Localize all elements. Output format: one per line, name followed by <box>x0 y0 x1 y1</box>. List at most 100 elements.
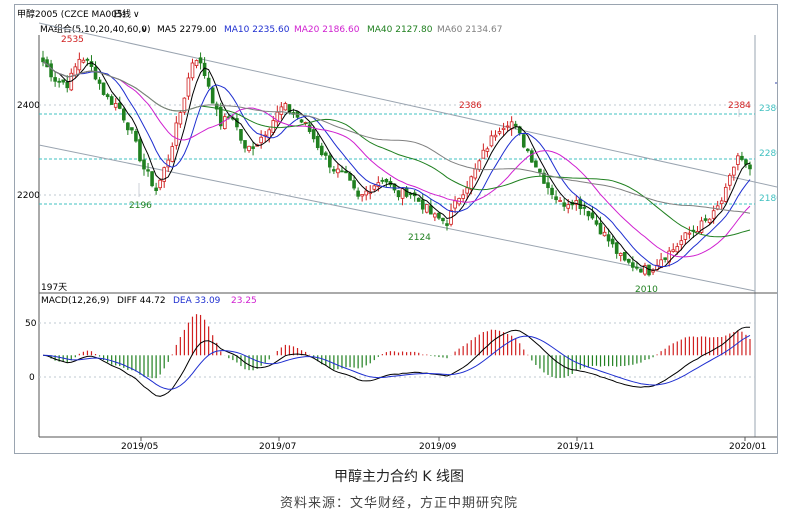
candle <box>117 96 122 110</box>
candle-body <box>85 58 90 61</box>
ma40-legend: MA40 2127.80 <box>367 25 433 35</box>
candle-body <box>210 87 215 104</box>
macd-tick-50: 50 <box>25 319 37 329</box>
candle <box>614 242 619 259</box>
candle-body <box>675 246 680 253</box>
candle <box>707 218 712 225</box>
candle <box>243 140 247 153</box>
candle <box>594 215 599 227</box>
candle-body <box>340 170 344 173</box>
period-label[interactable]: 日线 <box>113 8 131 20</box>
candle <box>424 204 429 214</box>
candle-body <box>57 80 61 83</box>
candle-body <box>639 268 643 273</box>
annotation-low-2196: 2196 <box>129 201 152 211</box>
candle-body <box>465 187 469 194</box>
candle-body <box>719 200 724 205</box>
candle-body <box>703 218 708 221</box>
candle <box>643 262 647 276</box>
candle <box>372 184 377 192</box>
candle <box>719 197 724 210</box>
candle <box>61 79 65 85</box>
candle <box>174 116 179 150</box>
candle <box>388 177 393 188</box>
candle <box>748 161 752 176</box>
candle <box>453 196 457 214</box>
candle <box>562 198 566 212</box>
candle-body <box>711 210 716 219</box>
macd-name-label[interactable]: MACD(12,26,9) <box>41 296 109 306</box>
candle <box>109 94 114 105</box>
date-label-2019-09: 2019/09 <box>419 442 457 452</box>
candle <box>683 232 688 245</box>
candle-body <box>109 96 114 105</box>
candle <box>437 212 441 220</box>
candle-body <box>481 149 486 159</box>
candle <box>525 148 530 153</box>
candle <box>679 235 684 251</box>
channel-upper-line <box>38 22 778 188</box>
ma-group-dropdown-icon[interactable]: ∨ <box>141 25 148 35</box>
candle-body <box>146 169 150 172</box>
candle <box>259 130 263 149</box>
candle <box>77 52 82 74</box>
candle-body <box>332 169 336 172</box>
candle-body <box>671 249 676 252</box>
candle-body <box>736 155 740 165</box>
candle <box>81 57 86 64</box>
candle-body <box>214 103 219 110</box>
candle-body <box>489 135 494 147</box>
candle-body <box>239 129 243 141</box>
candle-body <box>453 200 457 209</box>
candle-body <box>586 211 591 217</box>
candle-body <box>154 187 158 191</box>
candle-body <box>396 190 401 198</box>
candle <box>687 226 692 239</box>
candle-body <box>521 134 526 148</box>
candle <box>445 219 449 231</box>
macd-histogram <box>46 314 751 379</box>
candle-body <box>283 103 288 111</box>
candle <box>493 130 498 141</box>
candle <box>534 159 538 168</box>
candle <box>606 228 611 247</box>
candle-body <box>574 200 579 205</box>
kline-chart-panel[interactable]: 甲醇2005 (CZCE MA005) 日线 ∨ MA组合(5,10,20,40… <box>14 4 782 454</box>
candle <box>433 212 437 222</box>
candle <box>138 136 142 163</box>
kline-chart[interactable]: 甲醇2005 (CZCE MA005) 日线 ∨ MA组合(5,10,20,40… <box>15 5 782 453</box>
candle-body <box>105 94 110 98</box>
candle <box>247 145 251 153</box>
candlestick-series <box>41 50 752 277</box>
candle-body <box>142 159 146 170</box>
candle <box>740 151 744 162</box>
ma-group-label[interactable]: MA组合(5,10,20,40,60,0) <box>40 23 151 35</box>
candle <box>364 186 368 201</box>
candle <box>146 162 150 177</box>
candle <box>142 153 146 176</box>
candle-body <box>594 220 599 225</box>
candle-body <box>469 176 474 190</box>
candle-body <box>81 59 86 63</box>
candle-body <box>699 220 704 233</box>
period-dropdown-icon[interactable]: ∨ <box>133 10 140 20</box>
candle <box>441 217 445 225</box>
candle <box>194 59 199 69</box>
figure-source: 资料来源：文华财经，方正中期研究院 <box>279 496 518 511</box>
candle <box>473 163 478 181</box>
candle-body <box>315 135 320 149</box>
candle-body <box>578 198 583 210</box>
candle <box>570 199 575 210</box>
macd-diff-label: DIFF 44.72 <box>117 296 166 306</box>
ma5-legend: MA5 2279.00 <box>157 25 217 35</box>
candle-body <box>122 108 126 121</box>
candle <box>610 235 615 248</box>
candle <box>590 205 595 220</box>
candle-body <box>194 60 199 66</box>
figure-caption: 甲醇主力合约 K 线图 <box>333 469 465 485</box>
price-grid: 2400 2200 2380 2280 2180 <box>17 82 782 205</box>
candle-body <box>477 160 482 171</box>
annotation-low-2124: 2124 <box>408 233 431 243</box>
candle <box>513 120 518 130</box>
candle <box>521 132 526 149</box>
